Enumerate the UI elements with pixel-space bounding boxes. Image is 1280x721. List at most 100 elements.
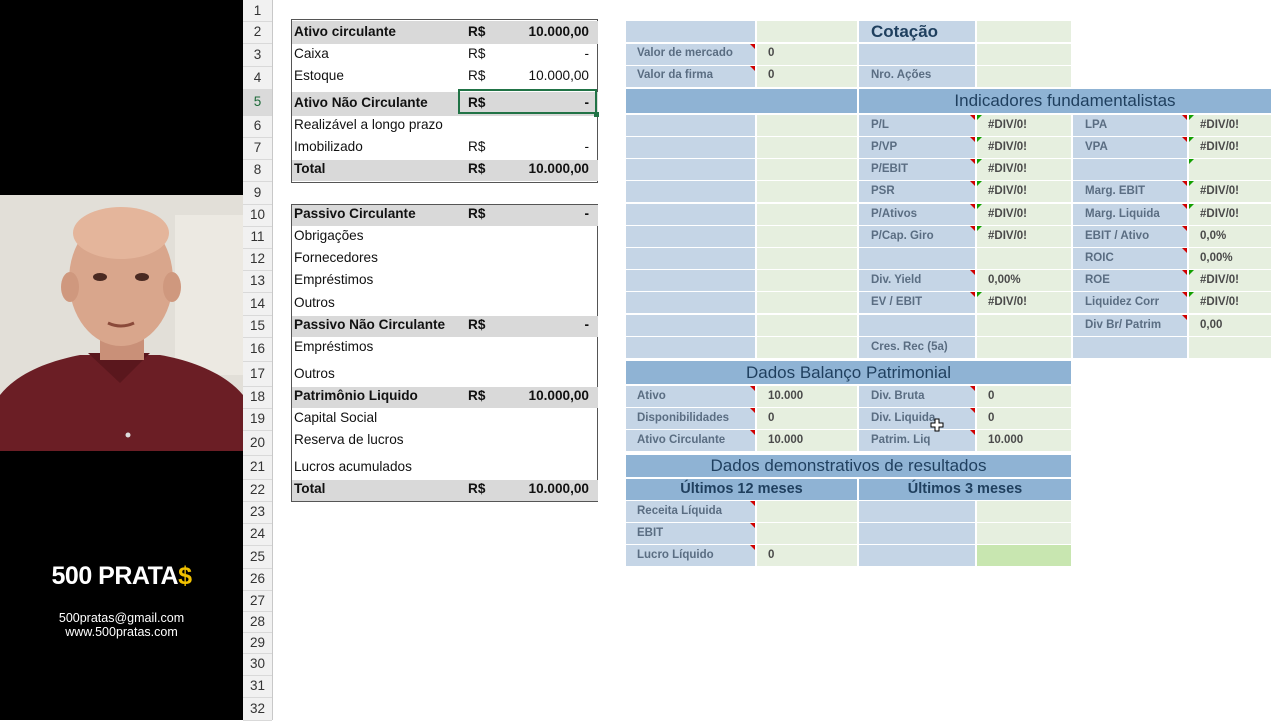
- cell-b[interactable]: [757, 115, 857, 136]
- indicator-label-cell[interactable]: [859, 137, 975, 158]
- cell-b[interactable]: [757, 66, 857, 87]
- bs-label-ativo_nao_circulante[interactable]: Ativo Não Circulante: [294, 95, 428, 110]
- indicator-label-cell[interactable]: [859, 181, 975, 202]
- row-header[interactable]: 4: [253, 70, 262, 85]
- bs-label-capital[interactable]: Capital Social: [294, 410, 378, 425]
- row-header[interactable]: 5: [243, 89, 272, 115]
- indicator-value-cell[interactable]: [977, 226, 1071, 247]
- bs-currency[interactable]: R$: [468, 139, 486, 154]
- balanco-value-cell-right[interactable]: [977, 430, 1071, 451]
- row-header[interactable]: 19: [249, 411, 266, 426]
- row-header[interactable]: 29: [249, 635, 266, 650]
- bs-label-ativo_circulante[interactable]: Ativo circulante: [294, 24, 396, 39]
- dre-value-cell[interactable]: [757, 523, 857, 544]
- indicator-label-cell[interactable]: [859, 337, 975, 358]
- blank-head-bg[interactable]: [626, 89, 857, 113]
- cell-c[interactable]: [859, 66, 975, 87]
- bs-currency[interactable]: R$: [468, 24, 486, 39]
- row-header[interactable]: 28: [249, 614, 266, 629]
- indicator-value-cell[interactable]: [977, 181, 1071, 202]
- indicator-value-cell[interactable]: [977, 137, 1071, 158]
- bs-currency[interactable]: R$: [468, 206, 486, 221]
- balanco-title-bg[interactable]: [626, 361, 1071, 384]
- indicator-value-cell-right[interactable]: [1189, 137, 1271, 158]
- balanco-label-cell-right[interactable]: [859, 386, 975, 407]
- row-header[interactable]: 6: [253, 118, 262, 133]
- indicator-value-cell-right[interactable]: [1189, 159, 1271, 180]
- balanco-value-cell-right[interactable]: [977, 386, 1071, 407]
- cell-b[interactable]: [757, 270, 857, 291]
- row-header[interactable]: 18: [249, 389, 266, 404]
- row-header[interactable]: 9: [253, 185, 262, 200]
- row-header[interactable]: 11: [250, 229, 265, 244]
- indicator-value-cell[interactable]: [977, 315, 1071, 336]
- indicator-label-cell[interactable]: [859, 226, 975, 247]
- indicator-label-cell-right[interactable]: [1073, 292, 1187, 313]
- bs-label-total_ativo[interactable]: Total: [294, 161, 326, 176]
- row-header[interactable]: 17: [249, 366, 266, 381]
- cell-a[interactable]: [626, 159, 755, 180]
- indicator-value-cell[interactable]: [977, 337, 1071, 358]
- bs-label-total_passivo[interactable]: Total: [294, 481, 326, 496]
- fill-handle[interactable]: [594, 112, 599, 117]
- balanco-value-cell-right[interactable]: [977, 408, 1071, 429]
- dre-3m-value-cell[interactable]: [977, 545, 1071, 566]
- row-header[interactable]: 20: [249, 435, 266, 450]
- row-header[interactable]: 1: [253, 3, 262, 18]
- row-header[interactable]: 26: [249, 571, 266, 586]
- cell-d[interactable]: [977, 21, 1071, 42]
- indicator-value-cell-right[interactable]: [1189, 315, 1271, 336]
- indicator-value-cell[interactable]: [977, 115, 1071, 136]
- indicator-value-cell-right[interactable]: [1189, 270, 1271, 291]
- dre-3m-value-cell[interactable]: [977, 523, 1071, 544]
- cotacao-cell[interactable]: [859, 21, 975, 42]
- bs-value-ativo_nao_circulante[interactable]: -: [584, 95, 589, 110]
- cell-a[interactable]: [626, 21, 755, 42]
- row-header[interactable]: 31: [249, 678, 266, 693]
- bs-label-passivo_nao_circulante[interactable]: Passivo Não Circulante: [294, 317, 446, 332]
- bs-currency[interactable]: R$: [468, 481, 486, 496]
- row-header[interactable]: 3: [253, 47, 262, 62]
- indicadores-title-bg[interactable]: [859, 89, 1271, 113]
- dre-label-cell[interactable]: [626, 545, 755, 566]
- cell-d[interactable]: [977, 66, 1071, 87]
- row-header[interactable]: 10: [249, 207, 266, 222]
- cell-a[interactable]: [626, 115, 755, 136]
- bs-currency[interactable]: R$: [468, 317, 486, 332]
- row-header[interactable]: 16: [249, 341, 266, 356]
- indicator-value-cell[interactable]: [977, 159, 1071, 180]
- row-header[interactable]: 22: [249, 482, 266, 497]
- balanco-value-cell[interactable]: [757, 386, 857, 407]
- bs-currency[interactable]: R$: [468, 68, 486, 83]
- bs-label-realizavel[interactable]: Realizável a longo prazo: [294, 117, 443, 132]
- balanco-label-cell[interactable]: [626, 430, 755, 451]
- bs-label-reserva[interactable]: Reserva de lucros: [294, 432, 404, 447]
- bs-value-passivo_circulante[interactable]: -: [584, 206, 589, 221]
- cell-b[interactable]: [757, 248, 857, 269]
- bs-label-lucros[interactable]: Lucros acumulados: [294, 459, 412, 474]
- indicator-label-cell[interactable]: [859, 204, 975, 225]
- cell-c[interactable]: [859, 44, 975, 65]
- dre-3m-value-cell[interactable]: [977, 501, 1071, 522]
- row-header[interactable]: 14: [249, 296, 266, 311]
- cell-b[interactable]: [757, 337, 857, 358]
- bs-label-emprestimos1[interactable]: Empréstimos: [294, 272, 374, 287]
- row-header[interactable]: 27: [249, 593, 266, 608]
- indicator-label-cell[interactable]: [859, 270, 975, 291]
- bs-value-total_ativo[interactable]: 10.000,00: [528, 161, 589, 176]
- row-header[interactable]: 7: [253, 140, 262, 155]
- cell-b[interactable]: [757, 315, 857, 336]
- row-header[interactable]: 25: [249, 549, 266, 564]
- indicator-label-cell-right[interactable]: [1073, 159, 1187, 180]
- indicator-label-cell[interactable]: [859, 315, 975, 336]
- row-header[interactable]: 30: [249, 656, 266, 671]
- bs-label-outros1[interactable]: Outros: [294, 295, 335, 310]
- row-header[interactable]: 21: [249, 459, 266, 474]
- indicator-value-cell-right[interactable]: [1189, 115, 1271, 136]
- cell-b[interactable]: [757, 137, 857, 158]
- cell-a[interactable]: [626, 248, 755, 269]
- cell-a[interactable]: [626, 181, 755, 202]
- cell-b[interactable]: [757, 292, 857, 313]
- bs-value-caixa[interactable]: -: [584, 46, 589, 61]
- row-header[interactable]: 2: [253, 24, 262, 39]
